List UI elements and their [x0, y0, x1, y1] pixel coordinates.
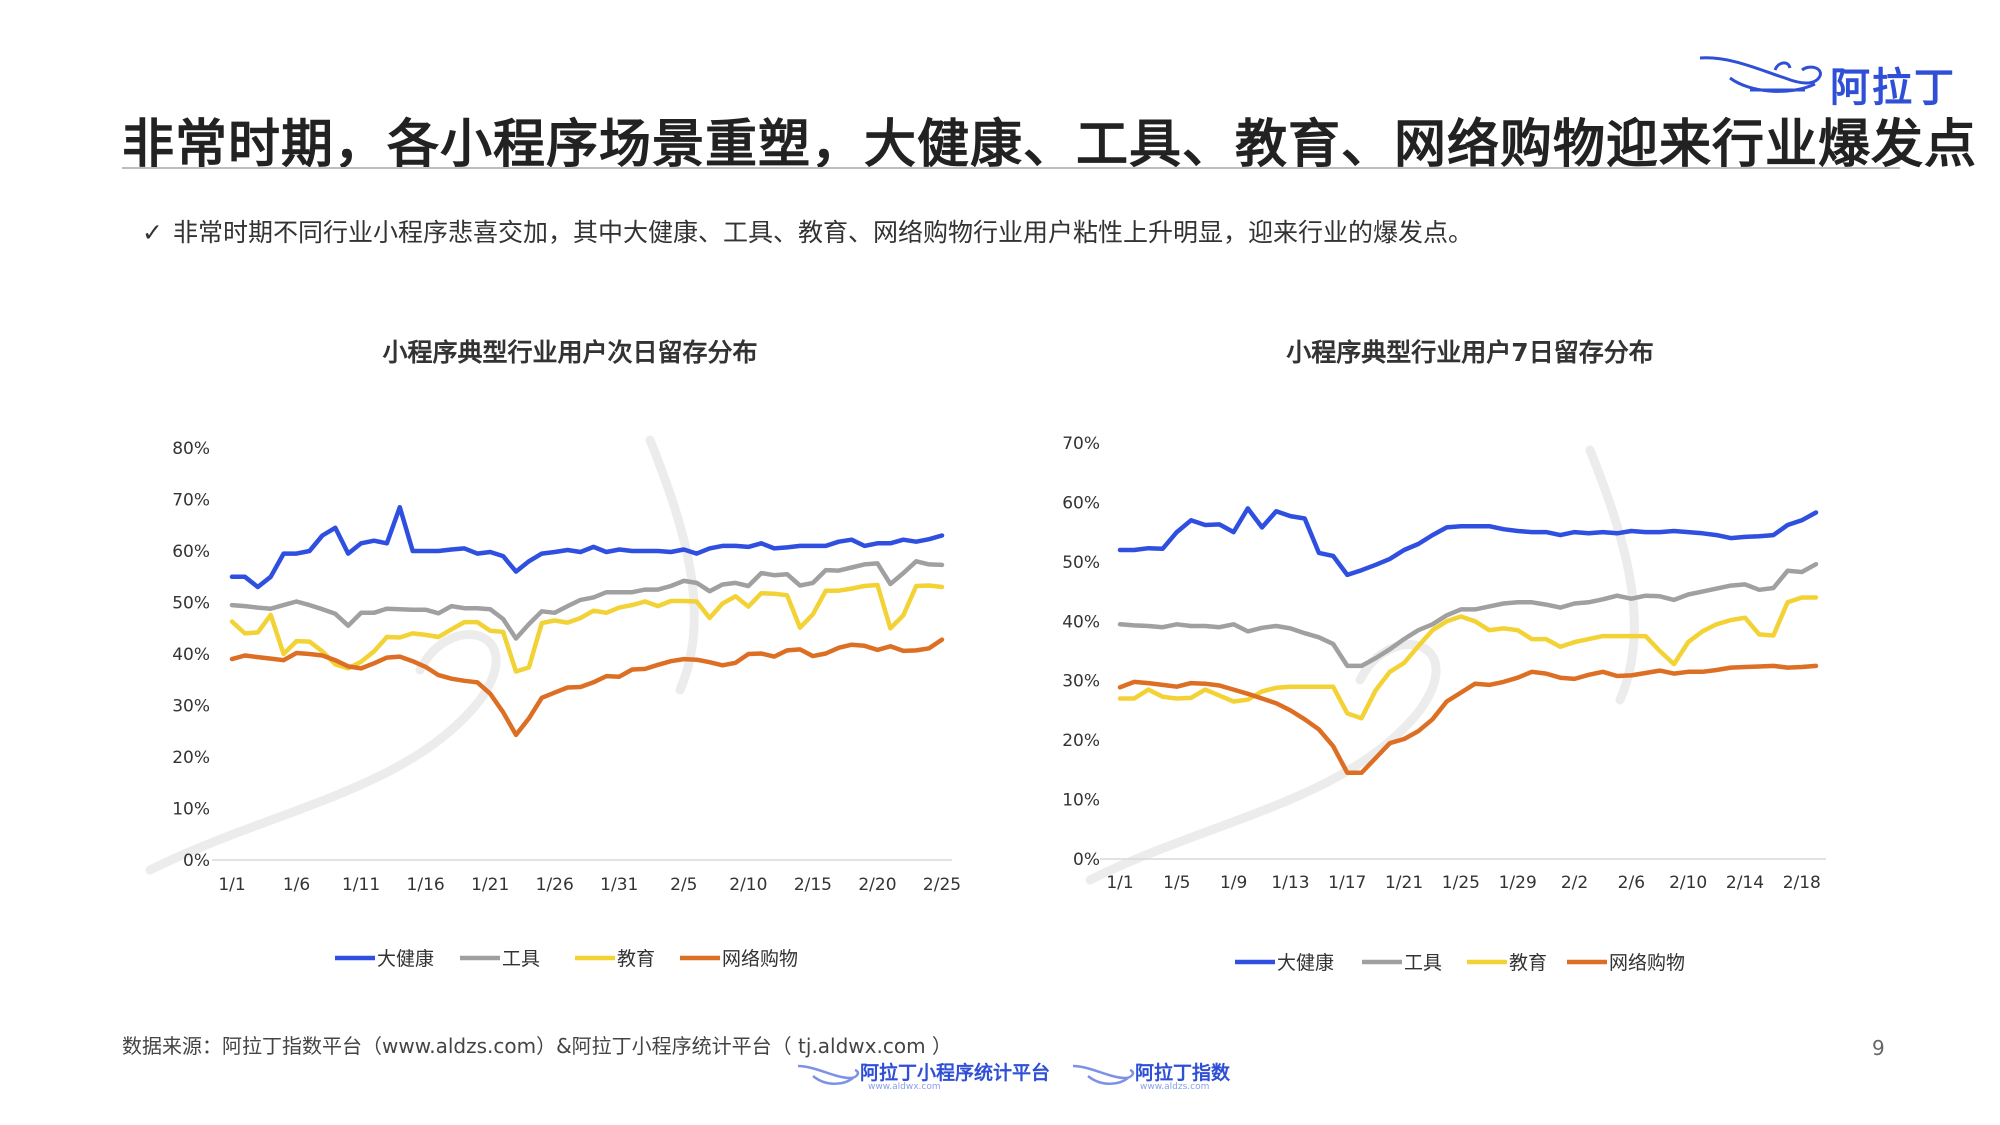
y-tick-label: 10% — [1062, 791, 1100, 811]
legend-label-大健康: 大健康 — [377, 948, 434, 970]
chart-title-next-day: 小程序典型行业用户次日留存分布 — [382, 338, 758, 367]
series-line-大健康 — [229, 504, 945, 590]
legend-label-教育: 教育 — [617, 948, 655, 970]
chart-7-day-retention: 0% 10% 20% 30% 40% 50% 60% 70% 1/1 1/5 1/9 1/13 1/17… — [1062, 434, 1826, 974]
watermark-stroke-1 — [1085, 640, 1441, 885]
x-tick-label: 1/11 — [342, 875, 380, 895]
y-tick-label: 40% — [1062, 612, 1100, 632]
footer-lamp-icon-1 — [797, 1064, 860, 1085]
x-tick-label: 2/10 — [729, 875, 767, 895]
title-divider — [122, 167, 1900, 169]
footer-brand-stats-url: www.aldwx.com — [868, 1082, 941, 1092]
y-tick-label: 60% — [1062, 493, 1100, 513]
legend-label-工具: 工具 — [1404, 952, 1442, 974]
y-tick-label: 30% — [172, 697, 210, 717]
check-icon: ✓ — [142, 218, 163, 247]
x-tick-label: 2/2 — [1561, 873, 1588, 893]
y-tick-label: 0% — [183, 851, 210, 871]
x-tick-label: 2/25 — [923, 875, 961, 895]
x-tick-label: 1/13 — [1271, 873, 1309, 893]
y-tick-label: 80% — [172, 439, 210, 459]
x-tick-label: 2/20 — [858, 875, 896, 895]
logo-text: 阿拉丁 — [1830, 65, 1956, 111]
x-tick-label: 1/16 — [407, 875, 445, 895]
x-tick-label: 2/18 — [1783, 873, 1821, 893]
watermark-stroke-b-1 — [1585, 445, 1639, 705]
x-tick-label: 1/25 — [1442, 873, 1480, 893]
y-tick-label: 60% — [172, 542, 210, 562]
legend-label-工具: 工具 — [502, 948, 540, 970]
y-tick-label: 50% — [1062, 553, 1100, 573]
y-tick-label: 20% — [1062, 731, 1100, 751]
series-line-网络购物 — [229, 637, 945, 738]
legend-label-大健康: 大健康 — [1277, 952, 1334, 974]
x-tick-label: 1/31 — [600, 875, 638, 895]
x-tick-label: 1/21 — [471, 875, 509, 895]
x-tick-label: 2/5 — [670, 875, 697, 895]
page-title: 非常时期，各小程序场景重塑，大健康、工具、教育、网络购物迎来行业爆发点 — [122, 115, 1978, 175]
x-tick-label: 2/6 — [1618, 873, 1645, 893]
series-line-工具 — [229, 559, 945, 641]
x-tick-label: 1/1 — [218, 875, 245, 895]
x-tick-label: 1/6 — [283, 875, 310, 895]
series-line-大健康 — [1117, 506, 1819, 578]
y-tick-label: 40% — [172, 645, 210, 665]
footer-brand-stats: 阿拉丁小程序统计平台 — [860, 1062, 1051, 1084]
y-tick-label: 0% — [1073, 850, 1100, 870]
x-tick-label: 2/10 — [1669, 873, 1707, 893]
y-tick-label: 10% — [172, 800, 210, 820]
y-tick-label: 70% — [172, 491, 210, 511]
watermark-group — [145, 435, 1639, 885]
x-tick-label: 1/17 — [1328, 873, 1366, 893]
y-tick-label: 30% — [1062, 672, 1100, 692]
footer-brand-index: 阿拉丁指数 — [1135, 1062, 1231, 1084]
x-tick-label: 1/5 — [1163, 873, 1190, 893]
legend-label-教育: 教育 — [1509, 952, 1547, 974]
bullet-text: 非常时期不同行业小程序悲喜交加，其中大健康、工具、教育、网络购物行业用户粘性上升… — [172, 218, 1473, 247]
x-tick-label: 1/21 — [1385, 873, 1423, 893]
x-tick-label: 1/9 — [1220, 873, 1247, 893]
legend-label-网络购物: 网络购物 — [722, 948, 798, 970]
chart-next-day-retention: 0% 10% 20% 30% 40% 50% 60% 70% 80% 1/1 1/6 1/11 1/16… — [172, 439, 961, 970]
x-tick-label: 1/1 — [1106, 873, 1133, 893]
watermark-stroke-b-0 — [645, 435, 699, 695]
x-tick-label: 2/15 — [794, 875, 832, 895]
x-tick-label: 1/29 — [1499, 873, 1537, 893]
y-tick-label: 70% — [1062, 434, 1100, 454]
x-tick-label: 2/14 — [1726, 873, 1764, 893]
series-line-网络购物 — [1117, 663, 1819, 776]
data-source-note: 数据来源：阿拉丁指数平台（www.aldzs.com）&阿拉丁小程序统计平台（ … — [122, 1034, 952, 1058]
page-number: 9 — [1872, 1036, 1885, 1060]
aladdin-lamp-logo-icon — [1699, 56, 1822, 93]
footer-lamp-icon-2 — [1072, 1064, 1135, 1085]
watermark-stroke-0 — [145, 630, 501, 875]
footer-brand-index-url: www.aldzs.com — [1140, 1082, 1210, 1092]
legend-label-网络购物: 网络购物 — [1609, 952, 1685, 974]
series-line-工具 — [1117, 561, 1819, 669]
bullet-point: ✓ 非常时期不同行业小程序悲喜交加，其中大健康、工具、教育、网络购物行业用户粘性上… — [142, 213, 1473, 249]
y-tick-label: 50% — [172, 594, 210, 614]
x-tick-label: 1/26 — [536, 875, 574, 895]
y-tick-label: 20% — [172, 748, 210, 768]
series-line-教育 — [1117, 595, 1819, 721]
chart-title-7-day: 小程序典型行业用户7日留存分布 — [1286, 338, 1654, 367]
